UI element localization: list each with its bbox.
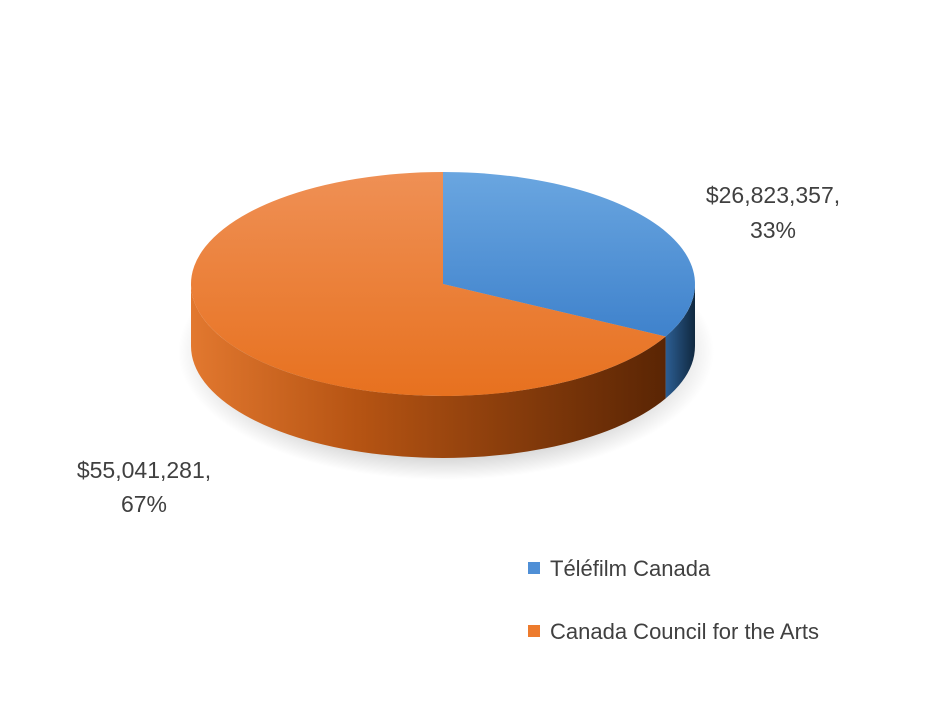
pie-tops [190,172,695,396]
legend-label-council: Canada Council for the Arts [550,619,819,644]
pie-slice-telefilm [443,172,695,337]
pie-sides [191,284,695,458]
legend-label-telefilm: Téléfilm Canada [550,556,711,581]
label-telefilm-value: $26,823,357, [706,182,840,208]
data-labels: $26,823,357, 33% $55,041,281, 67% [77,182,840,517]
legend-swatch-telefilm [528,562,540,574]
pie-side-telefilm [665,284,695,399]
legend: Téléfilm Canada Canada Council for the A… [528,556,819,644]
pie-slice-council [190,172,666,396]
pie-side-council [191,284,666,458]
label-telefilm-percent: 33% [750,217,796,243]
label-council-value: $55,041,281, [77,457,211,483]
label-council-percent: 67% [121,491,167,517]
legend-swatch-council [528,625,540,637]
